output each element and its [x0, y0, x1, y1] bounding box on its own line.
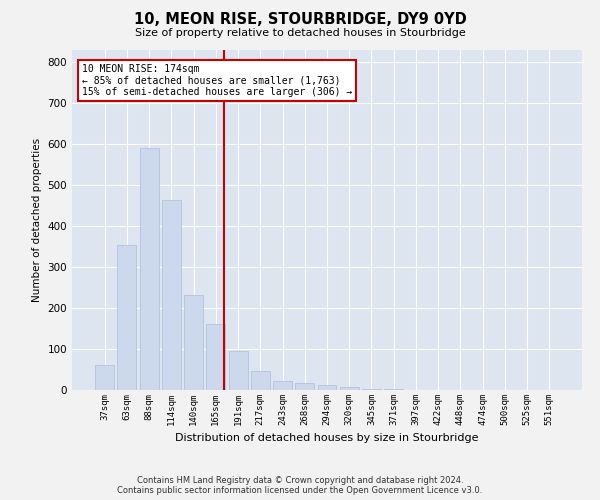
Bar	[162, 200, 181, 390]
Bar	[140, 148, 158, 390]
Bar	[317, 384, 337, 390]
Text: 10, MEON RISE, STOURBRIDGE, DY9 0YD: 10, MEON RISE, STOURBRIDGE, DY9 0YD	[134, 12, 466, 28]
X-axis label: Distribution of detached houses by size in Stourbridge: Distribution of detached houses by size …	[175, 434, 479, 444]
Bar	[273, 381, 292, 390]
Bar	[206, 324, 225, 390]
Bar	[251, 370, 270, 390]
Bar	[95, 366, 114, 390]
Y-axis label: Number of detached properties: Number of detached properties	[32, 138, 42, 302]
Bar	[295, 383, 314, 390]
Bar	[229, 351, 248, 390]
Text: Contains HM Land Registry data © Crown copyright and database right 2024.
Contai: Contains HM Land Registry data © Crown c…	[118, 476, 482, 495]
Bar	[184, 295, 203, 390]
Bar	[362, 389, 381, 390]
Bar	[118, 244, 136, 390]
Bar	[340, 386, 359, 390]
Text: Size of property relative to detached houses in Stourbridge: Size of property relative to detached ho…	[134, 28, 466, 38]
Text: 10 MEON RISE: 174sqm
← 85% of detached houses are smaller (1,763)
15% of semi-de: 10 MEON RISE: 174sqm ← 85% of detached h…	[82, 64, 352, 97]
Bar	[384, 389, 403, 390]
